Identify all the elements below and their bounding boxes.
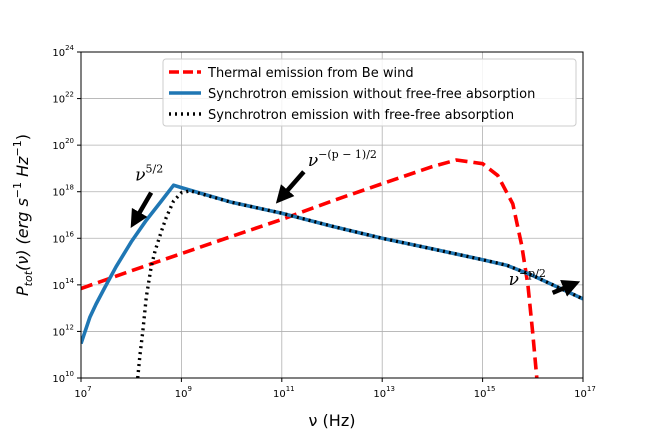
x-tick-label: 109 (175, 385, 192, 400)
series-line-3 (136, 189, 583, 378)
annotation-label-1: ν5/2 (135, 163, 163, 186)
plot-frame (80, 51, 584, 379)
annotation-arrow-3 (551, 280, 581, 297)
y-tick-label: 1024 (52, 44, 74, 59)
legend: Thermal emission from Be wind Synchrotron… (162, 58, 577, 127)
legend-label-3: Synchrotron emission with free-free abso… (208, 108, 514, 123)
y-tick-label: 1018 (52, 184, 74, 199)
series-line-1 (81, 158, 539, 378)
legend-label-1: Thermal emission from Be wind (207, 66, 414, 81)
x-tick-label: 1015 (474, 385, 496, 400)
y-axis-title: Ptot(ν) (erg s−1 Hz−1) (11, 134, 35, 296)
legend-label-2: Synchrotron emission without free-free a… (208, 87, 535, 102)
series-line-2 (81, 183, 583, 345)
y-tick-label: 1016 (52, 230, 74, 245)
x-tick-label: 1011 (273, 385, 295, 400)
annotation-label-2: ν−(p − 1)/2 (308, 148, 377, 171)
ticks: 107 109 1011 1013 1015 1017 1010 1012 1014 1016 10… (52, 44, 595, 400)
y-tick-label: 1022 (52, 91, 74, 106)
annotation-label-3: ν−p/2 (509, 267, 546, 290)
annotation-arrow-2 (275, 170, 306, 204)
x-axis-title: ν (Hz) (309, 411, 356, 430)
y-tick-label: 1020 (52, 137, 74, 152)
series-layer (81, 158, 583, 378)
x-tick-label: 1013 (373, 385, 395, 400)
annotation-arrow-1 (130, 191, 154, 228)
annotations: ν5/2 ν−(p − 1)/2 ν−p/2 (130, 148, 581, 297)
y-tick-label: 1014 (52, 277, 74, 292)
y-tick-label: 1012 (52, 323, 74, 338)
legend-box (162, 58, 577, 127)
x-tick-label: 1017 (574, 385, 596, 400)
y-axis-title-text: Ptot(ν) (erg s−1 Hz−1) (11, 134, 35, 296)
x-tick-label: 107 (74, 385, 91, 400)
y-tick-label: 1010 (52, 370, 74, 385)
